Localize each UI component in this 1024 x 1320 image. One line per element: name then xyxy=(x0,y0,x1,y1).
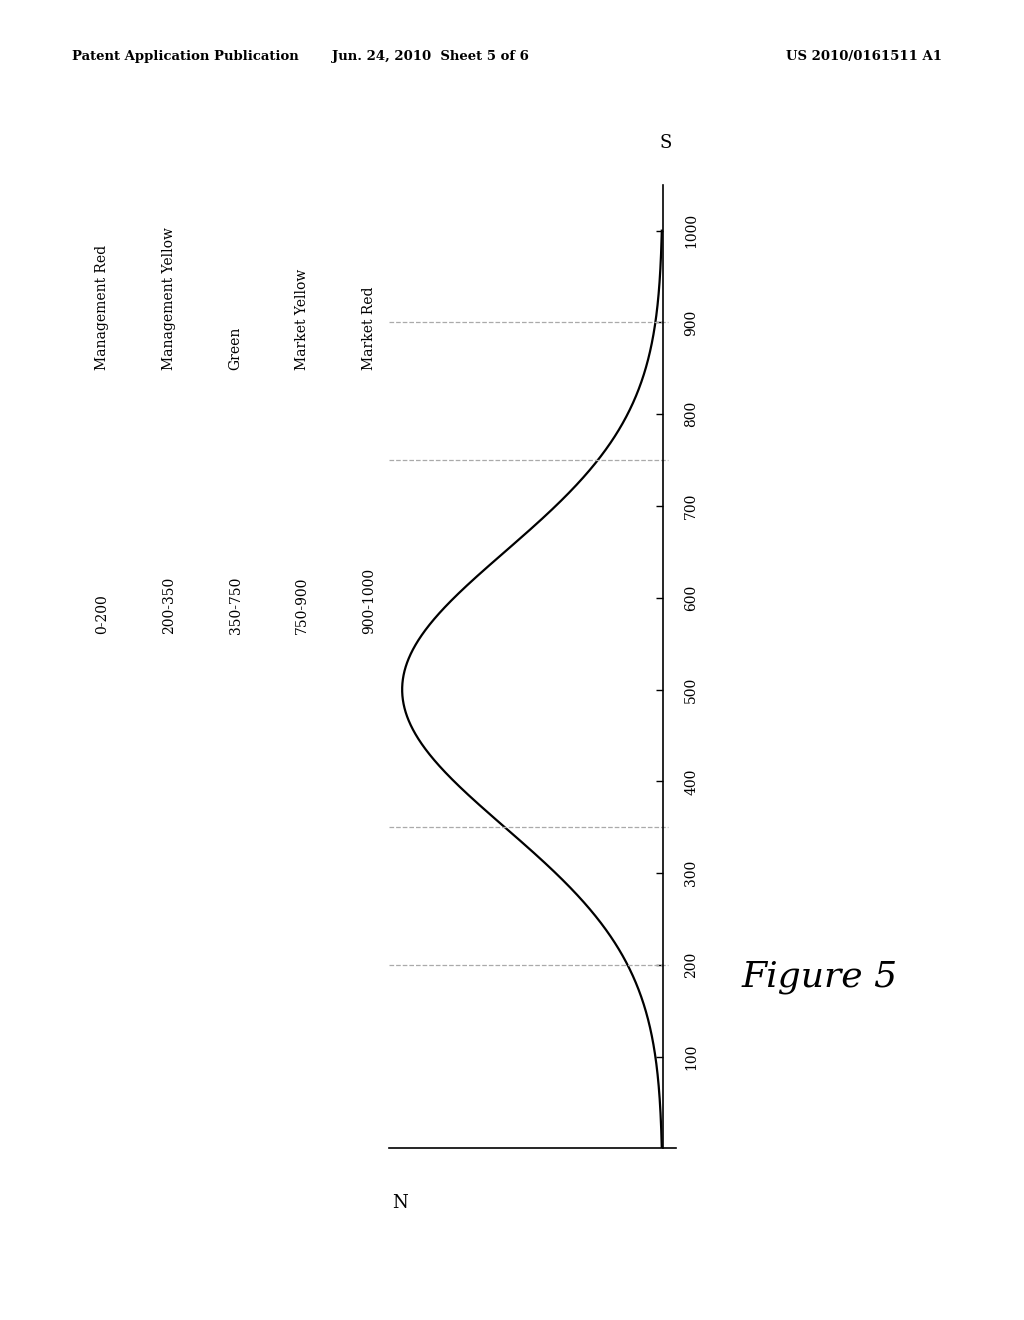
Text: 400: 400 xyxy=(684,768,698,795)
Text: Figure 5: Figure 5 xyxy=(741,960,897,994)
Text: 700: 700 xyxy=(684,492,698,519)
Text: Market Red: Market Red xyxy=(361,286,376,370)
Text: N: N xyxy=(392,1195,408,1212)
Text: 200-350: 200-350 xyxy=(162,577,176,634)
Text: 300: 300 xyxy=(684,859,698,886)
Text: 200: 200 xyxy=(684,952,698,978)
Text: Green: Green xyxy=(228,326,243,370)
Text: 600: 600 xyxy=(684,585,698,611)
Text: S: S xyxy=(659,133,672,152)
Text: Management Red: Management Red xyxy=(95,244,110,370)
Text: 1000: 1000 xyxy=(684,213,698,248)
Text: Management Yellow: Management Yellow xyxy=(162,227,176,370)
Text: 350-750: 350-750 xyxy=(228,577,243,634)
Text: 750-900: 750-900 xyxy=(295,577,309,634)
Text: 500: 500 xyxy=(684,676,698,702)
Text: 100: 100 xyxy=(684,1043,698,1069)
Text: 800: 800 xyxy=(684,401,698,428)
Text: Jun. 24, 2010  Sheet 5 of 6: Jun. 24, 2010 Sheet 5 of 6 xyxy=(332,50,528,63)
Text: 0-200: 0-200 xyxy=(95,594,110,634)
Text: Patent Application Publication: Patent Application Publication xyxy=(72,50,298,63)
Text: US 2010/0161511 A1: US 2010/0161511 A1 xyxy=(786,50,942,63)
Text: Market Yellow: Market Yellow xyxy=(295,268,309,370)
Text: 900-1000: 900-1000 xyxy=(361,568,376,634)
Text: 900: 900 xyxy=(684,309,698,335)
